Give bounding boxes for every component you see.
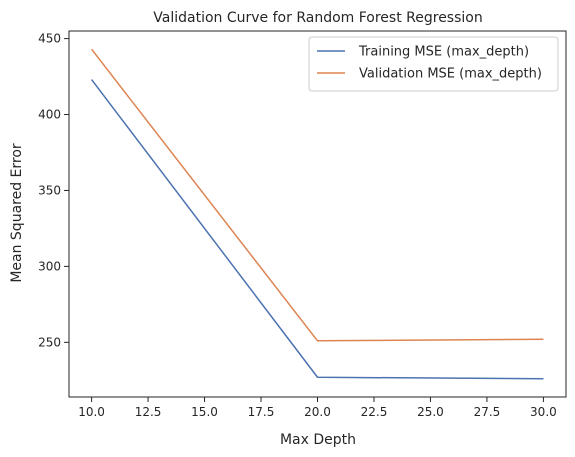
- y-tick-label: 400: [38, 108, 61, 122]
- x-tick-label: 30.0: [530, 405, 557, 419]
- legend-label: Validation MSE (max_depth): [359, 67, 542, 82]
- legend-frame: [308, 36, 559, 92]
- x-tick-label: 27.5: [474, 405, 501, 419]
- x-tick-label: 17.5: [248, 405, 275, 419]
- y-tick-label: 350: [38, 183, 61, 197]
- plot-area: 10.0 12.5 15.0 17.5 20.0 22.5 25.0 27.5 30.0 250 3…: [38, 30, 567, 419]
- y-axis-label: Mean Squared Error: [9, 143, 25, 283]
- y-tick-label: 450: [38, 32, 61, 46]
- legend: Training MSE (max_depth) Validation MSE (…: [308, 36, 559, 92]
- series-line-0: [90, 79, 544, 380]
- series-line-1: [90, 48, 544, 342]
- y-tick-label: 250: [38, 335, 61, 349]
- legend-label: Training MSE (max_depth): [358, 45, 529, 60]
- x-tick-label: 20.0: [304, 405, 331, 419]
- chart-title: Validation Curve for Random Forest Regre…: [153, 10, 482, 26]
- x-axis-label: Max Depth: [280, 432, 356, 448]
- x-tick-label: 12.5: [135, 405, 162, 419]
- x-tick-label: 22.5: [361, 405, 388, 419]
- x-tick-label: 15.0: [191, 405, 218, 419]
- x-tick-label: 25.0: [417, 405, 444, 419]
- y-tick-label: 300: [38, 259, 61, 273]
- x-tick-label: 10.0: [78, 405, 105, 419]
